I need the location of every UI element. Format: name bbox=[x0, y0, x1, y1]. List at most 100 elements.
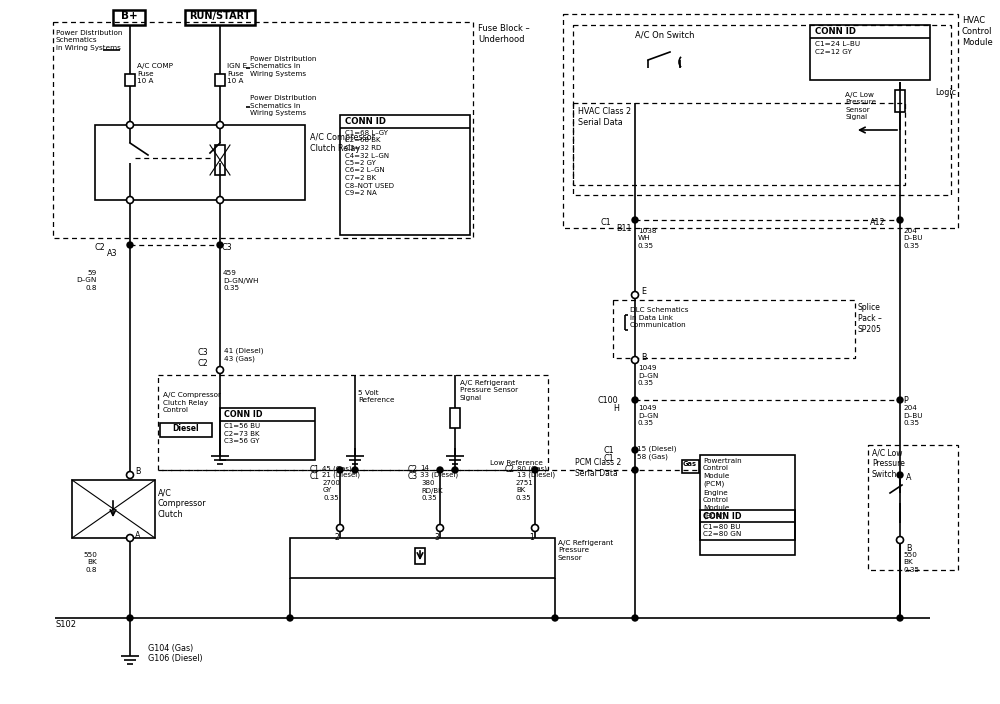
Text: Engine
Control
Module
(ECM): Engine Control Module (ECM) bbox=[703, 490, 729, 519]
Text: C3: C3 bbox=[408, 472, 418, 481]
Circle shape bbox=[632, 397, 638, 403]
Text: B+: B+ bbox=[121, 11, 137, 21]
Text: PCM Class 2
Serial Data: PCM Class 2 Serial Data bbox=[575, 458, 621, 478]
Text: C2: C2 bbox=[94, 243, 105, 252]
Text: A/C Refrigerant
Pressure Sensor
Signal: A/C Refrigerant Pressure Sensor Signal bbox=[460, 380, 518, 401]
Circle shape bbox=[127, 615, 133, 621]
Bar bbox=[895, 90, 905, 112]
Circle shape bbox=[216, 196, 224, 203]
Bar bbox=[563, 14, 958, 228]
Text: A: A bbox=[906, 473, 912, 482]
Bar bbox=[573, 103, 905, 185]
Bar bbox=[340, 115, 470, 235]
Bar bbox=[215, 145, 225, 175]
Bar bbox=[868, 445, 958, 570]
Text: Powertrain
Control
Module
(PCM): Powertrain Control Module (PCM) bbox=[703, 458, 742, 487]
Circle shape bbox=[126, 534, 134, 541]
Text: E: E bbox=[641, 287, 646, 296]
Text: 550
BK
0.35: 550 BK 0.35 bbox=[903, 552, 919, 573]
Bar bbox=[613, 300, 855, 358]
Circle shape bbox=[897, 472, 903, 478]
Text: A/C
Compressor
Clutch: A/C Compressor Clutch bbox=[158, 488, 207, 520]
Text: C3
C2: C3 C2 bbox=[197, 348, 208, 368]
Text: 550
BK
0.8: 550 BK 0.8 bbox=[83, 552, 97, 573]
Circle shape bbox=[217, 242, 223, 248]
Circle shape bbox=[632, 217, 638, 223]
Text: C1: C1 bbox=[310, 465, 320, 474]
Text: B: B bbox=[906, 544, 912, 553]
Text: P: P bbox=[903, 396, 908, 405]
Circle shape bbox=[287, 615, 293, 621]
Text: Power Distribution
Schematics in
Wiring Systems: Power Distribution Schematics in Wiring … bbox=[250, 56, 316, 77]
Text: CONN ID: CONN ID bbox=[815, 27, 856, 36]
Text: A/C COMP
Fuse
10 A: A/C COMP Fuse 10 A bbox=[137, 63, 173, 84]
Text: DLC Schematics
in Data Link
Communication: DLC Schematics in Data Link Communicatio… bbox=[630, 307, 688, 328]
Text: RUN/START: RUN/START bbox=[189, 11, 251, 21]
Text: C1: C1 bbox=[600, 218, 611, 227]
Text: 1049
D–GN
0.35: 1049 D–GN 0.35 bbox=[638, 405, 658, 426]
Bar bbox=[125, 74, 135, 86]
Circle shape bbox=[632, 467, 638, 473]
Text: A/C Low
Pressure
Sensor
Signal: A/C Low Pressure Sensor Signal bbox=[845, 92, 876, 120]
Circle shape bbox=[216, 122, 224, 129]
Text: 1: 1 bbox=[530, 533, 534, 542]
Text: Gas: Gas bbox=[683, 461, 697, 467]
Text: 15 (Diesel): 15 (Diesel) bbox=[637, 446, 676, 453]
Text: A/C Compressor
Clutch Relay: A/C Compressor Clutch Relay bbox=[310, 133, 375, 153]
Text: 14: 14 bbox=[420, 465, 429, 471]
Text: 3: 3 bbox=[435, 533, 439, 542]
Text: C100: C100 bbox=[597, 396, 618, 405]
Text: 41 (Diesel)
43 (Gas): 41 (Diesel) 43 (Gas) bbox=[224, 348, 264, 363]
Text: Fuse Block –
Underhood: Fuse Block – Underhood bbox=[478, 24, 530, 44]
Text: A/C Refrigerant
Pressure
Sensor: A/C Refrigerant Pressure Sensor bbox=[558, 540, 613, 561]
Text: C2: C2 bbox=[505, 465, 515, 474]
Text: 204
D–BU
0.35: 204 D–BU 0.35 bbox=[903, 228, 922, 249]
Text: 80 (Gas): 80 (Gas) bbox=[517, 465, 547, 472]
Bar bbox=[810, 25, 930, 80]
Text: CONN ID: CONN ID bbox=[345, 117, 386, 126]
Bar bbox=[682, 460, 699, 473]
Text: Logic: Logic bbox=[935, 88, 956, 97]
Text: A12: A12 bbox=[870, 218, 886, 227]
Text: 380
RD/BK
0.35: 380 RD/BK 0.35 bbox=[421, 480, 443, 501]
Text: C1=68 L–GY
C2=68 BK
C3=32 RD
C4=32 L–GN
C5=2 GY
C6=2 L–GN
C7=2 BK
C8–NOT USED
C9: C1=68 L–GY C2=68 BK C3=32 RD C4=32 L–GN … bbox=[345, 130, 394, 196]
Text: Diesel: Diesel bbox=[173, 424, 199, 433]
Circle shape bbox=[897, 397, 903, 403]
Circle shape bbox=[632, 615, 638, 621]
Text: A/C On Switch: A/C On Switch bbox=[635, 30, 694, 39]
Text: CONN ID: CONN ID bbox=[703, 512, 742, 521]
Text: 21 (Diesel): 21 (Diesel) bbox=[322, 472, 360, 479]
Text: C2: C2 bbox=[408, 465, 418, 474]
Bar bbox=[95, 125, 305, 200]
Circle shape bbox=[552, 615, 558, 621]
Circle shape bbox=[127, 242, 133, 248]
Circle shape bbox=[436, 524, 444, 532]
Text: B11: B11 bbox=[616, 224, 632, 233]
Text: A/C Compressor
Clutch Relay
Control: A/C Compressor Clutch Relay Control bbox=[163, 392, 221, 413]
Bar bbox=[72, 480, 155, 538]
Bar bbox=[158, 375, 548, 470]
Bar bbox=[700, 455, 795, 540]
Bar bbox=[220, 408, 315, 460]
Text: B: B bbox=[135, 467, 140, 477]
Text: 33 (Diesel): 33 (Diesel) bbox=[420, 472, 458, 479]
Text: 1038
WH
0.35: 1038 WH 0.35 bbox=[638, 228, 656, 249]
Bar bbox=[53, 22, 473, 238]
Text: C1: C1 bbox=[603, 454, 614, 463]
Text: 1049
D–GN
0.35: 1049 D–GN 0.35 bbox=[638, 365, 658, 386]
Bar bbox=[113, 10, 145, 25]
Circle shape bbox=[897, 217, 903, 223]
Text: A: A bbox=[135, 531, 140, 539]
Circle shape bbox=[437, 467, 443, 473]
Text: 2751
BK
0.35: 2751 BK 0.35 bbox=[516, 480, 534, 501]
Circle shape bbox=[126, 122, 134, 129]
Text: HVAC Class 2
Serial Data: HVAC Class 2 Serial Data bbox=[578, 107, 631, 127]
Circle shape bbox=[452, 467, 458, 473]
Text: CONN ID: CONN ID bbox=[224, 410, 262, 419]
Text: C1: C1 bbox=[603, 446, 614, 455]
Circle shape bbox=[632, 356, 639, 363]
Text: Low Reference: Low Reference bbox=[490, 460, 543, 466]
Text: C3: C3 bbox=[222, 243, 233, 252]
Circle shape bbox=[532, 524, 538, 532]
Text: 5 Volt
Reference: 5 Volt Reference bbox=[358, 390, 394, 403]
